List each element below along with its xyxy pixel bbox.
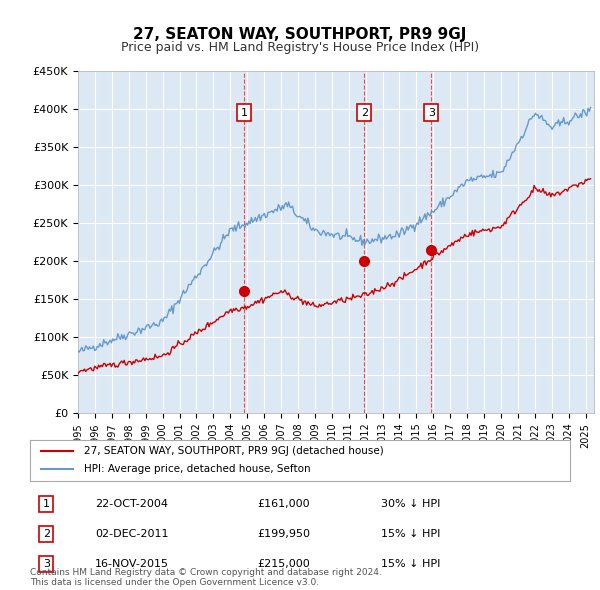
Text: 15% ↓ HPI: 15% ↓ HPI [381, 529, 440, 539]
Text: 3: 3 [43, 559, 50, 569]
Text: £199,950: £199,950 [257, 529, 310, 539]
Text: £161,000: £161,000 [257, 499, 310, 509]
Text: 27, SEATON WAY, SOUTHPORT, PR9 9GJ: 27, SEATON WAY, SOUTHPORT, PR9 9GJ [133, 27, 467, 41]
Text: 27, SEATON WAY, SOUTHPORT, PR9 9GJ (detached house): 27, SEATON WAY, SOUTHPORT, PR9 9GJ (deta… [84, 446, 384, 456]
Text: 15% ↓ HPI: 15% ↓ HPI [381, 559, 440, 569]
Text: Price paid vs. HM Land Registry's House Price Index (HPI): Price paid vs. HM Land Registry's House … [121, 41, 479, 54]
Text: 2: 2 [43, 529, 50, 539]
Text: 1: 1 [241, 107, 247, 117]
Text: 2: 2 [361, 107, 368, 117]
Text: HPI: Average price, detached house, Sefton: HPI: Average price, detached house, Seft… [84, 464, 311, 474]
Text: 1: 1 [43, 499, 50, 509]
Text: 16-NOV-2015: 16-NOV-2015 [95, 559, 169, 569]
Text: 30% ↓ HPI: 30% ↓ HPI [381, 499, 440, 509]
Text: 22-OCT-2004: 22-OCT-2004 [95, 499, 168, 509]
Text: £215,000: £215,000 [257, 559, 310, 569]
Text: Contains HM Land Registry data © Crown copyright and database right 2024.
This d: Contains HM Land Registry data © Crown c… [30, 568, 382, 587]
Text: 3: 3 [428, 107, 435, 117]
Text: 02-DEC-2011: 02-DEC-2011 [95, 529, 168, 539]
